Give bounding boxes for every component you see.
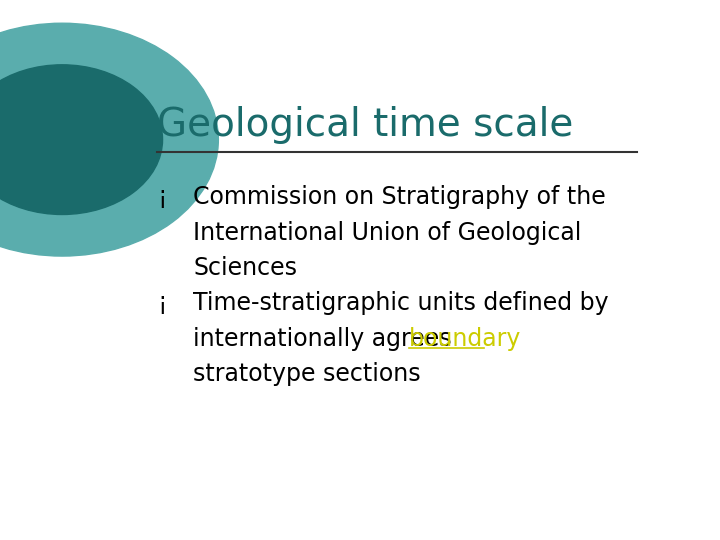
Text: Geological time scale: Geological time scale (157, 106, 573, 144)
Circle shape (0, 23, 218, 256)
Text: Time-stratigraphic units defined by: Time-stratigraphic units defined by (193, 292, 609, 315)
Text: Commission on Stratigraphy of the: Commission on Stratigraphy of the (193, 185, 606, 210)
Text: ¡: ¡ (157, 185, 166, 210)
Text: stratotype sections: stratotype sections (193, 362, 421, 386)
Text: Sciences: Sciences (193, 256, 297, 280)
Text: ¡: ¡ (157, 292, 166, 315)
Text: internationally agrees: internationally agrees (193, 327, 459, 351)
Text: boundary: boundary (409, 327, 521, 351)
Text: International Union of Geological: International Union of Geological (193, 221, 582, 245)
Circle shape (0, 65, 163, 214)
